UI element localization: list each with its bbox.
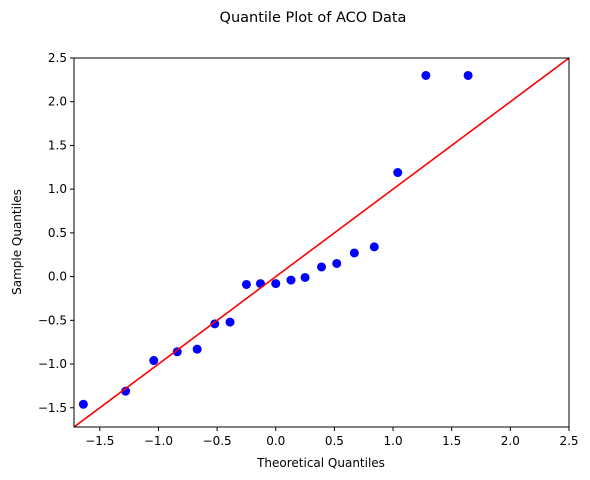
reference-line (74, 58, 569, 427)
data-point (241, 279, 251, 289)
x-tick-label: 1.0 (384, 434, 403, 448)
x-tick-label: 0.5 (325, 434, 344, 448)
y-tick-label: 1.5 (48, 138, 67, 152)
data-point (463, 70, 473, 80)
y-axis: −1.5 −1.0 −0.5 0.0 0.5 1.0 1.5 2.0 2.5 (38, 51, 74, 415)
data-point (286, 275, 296, 285)
data-point (421, 70, 431, 80)
y-tick-label: −1.5 (38, 401, 67, 415)
data-point (78, 399, 88, 409)
x-axis: −1.5 −1.0 −0.5 0.0 0.5 1.0 1.5 2.0 2.5 (85, 427, 579, 448)
data-point (393, 168, 403, 178)
y-tick-label: 2.5 (48, 51, 67, 65)
x-axis-label: Theoretical Quantiles (256, 456, 385, 470)
y-tick-label: 0.5 (48, 226, 67, 240)
x-tick-label: 2.5 (559, 434, 578, 448)
chart-title: Quantile Plot of ACO Data (220, 10, 407, 26)
x-tick-label: −1.0 (144, 434, 173, 448)
data-point (192, 344, 202, 354)
data-point (225, 317, 235, 327)
data-point (121, 386, 131, 396)
data-point (349, 248, 359, 258)
x-tick-label: 2.0 (501, 434, 520, 448)
data-point (332, 258, 342, 268)
x-tick-label: 0.0 (266, 434, 285, 448)
plot-area (74, 58, 569, 427)
axes-frame (73, 57, 570, 428)
y-tick-label: −1.0 (38, 357, 67, 371)
x-tick-label: 1.5 (442, 434, 461, 448)
data-point (172, 347, 182, 357)
y-axis-label: Sample Quantiles (10, 189, 24, 295)
x-tick-label: −0.5 (203, 434, 232, 448)
data-point (149, 356, 159, 366)
data-point (256, 279, 266, 289)
y-tick-label: 0.0 (48, 270, 67, 284)
data-point (369, 242, 379, 252)
data-point (210, 319, 220, 329)
y-tick-label: −0.5 (38, 313, 67, 327)
x-tick-label: −1.5 (85, 434, 114, 448)
y-tick-label: 1.0 (48, 182, 67, 196)
data-point (271, 279, 281, 289)
data-point (317, 262, 326, 272)
y-tick-label: 2.0 (48, 95, 67, 109)
data-point (300, 272, 310, 282)
